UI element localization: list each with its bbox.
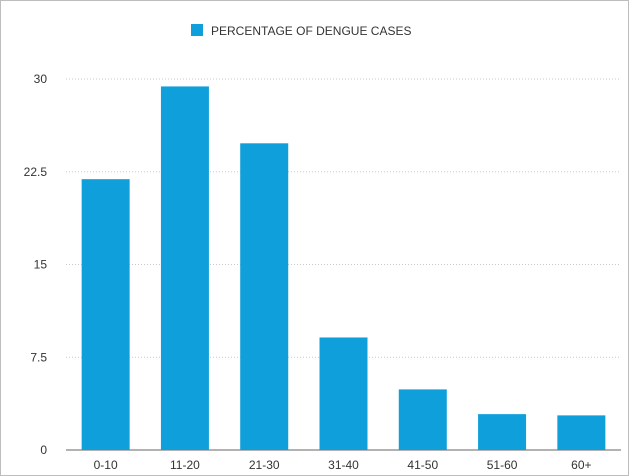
legend: PERCENTAGE OF DENGUE CASES <box>191 24 411 38</box>
bar-51-60 <box>478 414 527 450</box>
y-axis-ticks: 0 7.5 15 22.5 30 <box>24 72 48 457</box>
y-tick-label: 15 <box>34 258 48 272</box>
bar-11-20 <box>160 86 209 451</box>
bar-0-10 <box>81 179 130 451</box>
bar-41-50 <box>398 389 447 450</box>
x-tick-label: 41-50 <box>407 458 438 472</box>
bar-60+ <box>557 415 606 450</box>
x-tick-label: 0-10 <box>94 458 118 472</box>
bar-31-40 <box>319 337 368 450</box>
bar-21-30 <box>240 143 289 450</box>
y-tick-label: 30 <box>34 72 48 86</box>
bars <box>81 86 606 451</box>
legend-label-dengue: PERCENTAGE OF DENGUE CASES <box>211 24 411 38</box>
x-tick-label: 21-30 <box>249 458 280 472</box>
legend-swatch-dengue <box>191 24 203 36</box>
y-tick-label: 0 <box>40 443 47 457</box>
x-tick-label: 31-40 <box>328 458 359 472</box>
x-tick-label: 11-20 <box>170 458 200 472</box>
y-tick-label: 7.5 <box>30 350 47 364</box>
x-tick-label: 51-60 <box>487 458 518 472</box>
x-axis-ticks: 0-10 11-20 21-30 31-40 41-50 51-60 60+ <box>94 458 592 472</box>
x-tick-label: 60+ <box>571 458 591 472</box>
y-tick-label: 22.5 <box>24 165 48 179</box>
